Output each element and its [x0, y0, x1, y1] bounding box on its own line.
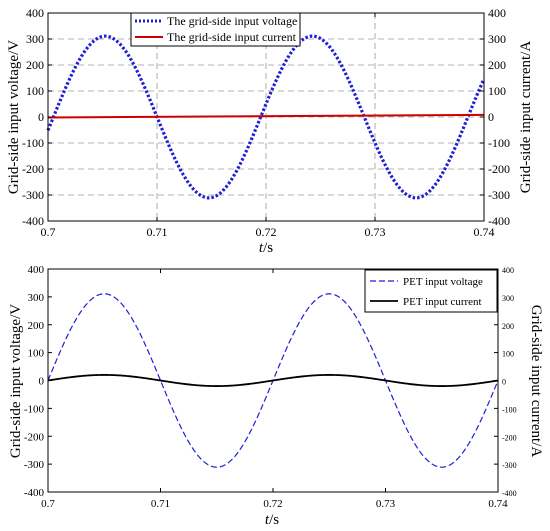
bottom-legend-box — [364, 269, 498, 313]
bottom-xlabel: t/s — [265, 512, 279, 528]
y-tick-label-right: 200 — [502, 322, 514, 331]
y-tick-label-left: 300 — [26, 32, 44, 46]
bottom-ylabel-left: Grid-side input voltage/V — [8, 304, 24, 458]
y-tick-label-left: -400 — [22, 214, 44, 228]
series-line-current — [47, 374, 499, 387]
y-tick-label-left: 200 — [28, 320, 45, 332]
y-tick-label-left: -200 — [22, 162, 44, 176]
top-xlabel: t/s — [259, 240, 273, 256]
y-tick-label-left: 300 — [28, 292, 45, 304]
y-tick-label-left: 0 — [39, 376, 45, 388]
series-line-voltage — [46, 34, 486, 200]
y-tick-label-left: -100 — [24, 403, 45, 415]
x-tick-label: 0.74 — [474, 225, 495, 239]
bottom-chart: 0.7 0.71 0.72 0.73 0.74-400-300-200-10001002… — [8, 264, 544, 528]
y-tick-label-left: 100 — [26, 84, 44, 98]
top-legend-box — [130, 12, 301, 47]
y-tick-label-left: -100 — [22, 136, 44, 150]
y-tick-label-left: 200 — [26, 58, 44, 72]
bottom-ticks: 0.7 0.71 0.72 0.73 0.74-400-300-200-10001002… — [24, 264, 517, 510]
y-tick-label-right: -200 — [488, 162, 510, 176]
bottom-legend-current-label: PET input current — [403, 296, 482, 308]
top-legend: The grid-side input voltage The grid-sid… — [130, 12, 301, 47]
x-tick-label: 0.71 — [147, 225, 168, 239]
x-tick-label: 0.72 — [263, 498, 282, 510]
y-tick-label-right: -100 — [488, 136, 510, 150]
y-tick-label-right: 200 — [488, 58, 506, 72]
y-tick-label-right: -100 — [502, 405, 517, 414]
x-tick-label: 0.74 — [488, 498, 508, 510]
y-tick-label-right: 400 — [488, 6, 506, 20]
x-tick-label: 0.73 — [376, 498, 396, 510]
y-tick-label-left: -300 — [22, 188, 44, 202]
bottom-legend: PET input voltage PET input current — [364, 269, 498, 313]
series-line-current — [47, 113, 485, 119]
y-tick-label-right: -400 — [488, 214, 510, 228]
x-tick-label: 0.71 — [151, 498, 170, 510]
top-legend-voltage-label: The grid-side input voltage — [167, 14, 297, 28]
y-tick-label-left: -200 — [24, 431, 45, 443]
bottom-ylabel-right: Grid-side input current/A — [528, 305, 544, 458]
y-tick-label-right: 300 — [488, 32, 506, 46]
x-tick-label: 0.72 — [256, 225, 277, 239]
x-tick-label: 0.7 — [41, 225, 56, 239]
y-tick-label-right: 0 — [488, 110, 494, 124]
y-tick-label-right: -200 — [502, 433, 517, 442]
y-tick-label-right: 0 — [502, 378, 506, 387]
top-legend-current-label: The grid-side input current — [167, 30, 297, 44]
top-ticks: 0.7 0.71 0.72 0.73 0.74-400-300-200-10001002… — [22, 6, 510, 239]
y-tick-label-right: -300 — [502, 461, 517, 470]
y-tick-label-right: 400 — [502, 266, 514, 275]
bottom-series — [47, 293, 499, 468]
y-tick-label-right: 100 — [502, 350, 514, 359]
y-tick-label-left: -400 — [24, 487, 45, 499]
y-tick-label-left: -300 — [24, 459, 45, 471]
y-tick-label-right: 300 — [502, 294, 514, 303]
top-ylabel-right: Grid-side input current/A — [518, 41, 534, 194]
y-tick-label-right: -400 — [502, 489, 517, 498]
y-tick-label-left: 100 — [28, 348, 45, 360]
x-tick-label: 0.7 — [41, 498, 55, 510]
top-chart: 0.7 0.71 0.72 0.73 0.74-400-300-200-10001002… — [6, 6, 534, 256]
x-tick-label: 0.73 — [365, 225, 386, 239]
top-series — [46, 34, 486, 200]
y-tick-label-right: -300 — [488, 188, 510, 202]
top-ylabel-left: Grid-side input voltage/V — [6, 40, 22, 194]
y-tick-label-right: 100 — [488, 84, 506, 98]
y-tick-label-left: 400 — [26, 6, 44, 20]
bottom-legend-voltage-label: PET input voltage — [403, 276, 483, 288]
y-tick-label-left: 400 — [28, 264, 45, 276]
y-tick-label-left: 0 — [38, 110, 44, 124]
